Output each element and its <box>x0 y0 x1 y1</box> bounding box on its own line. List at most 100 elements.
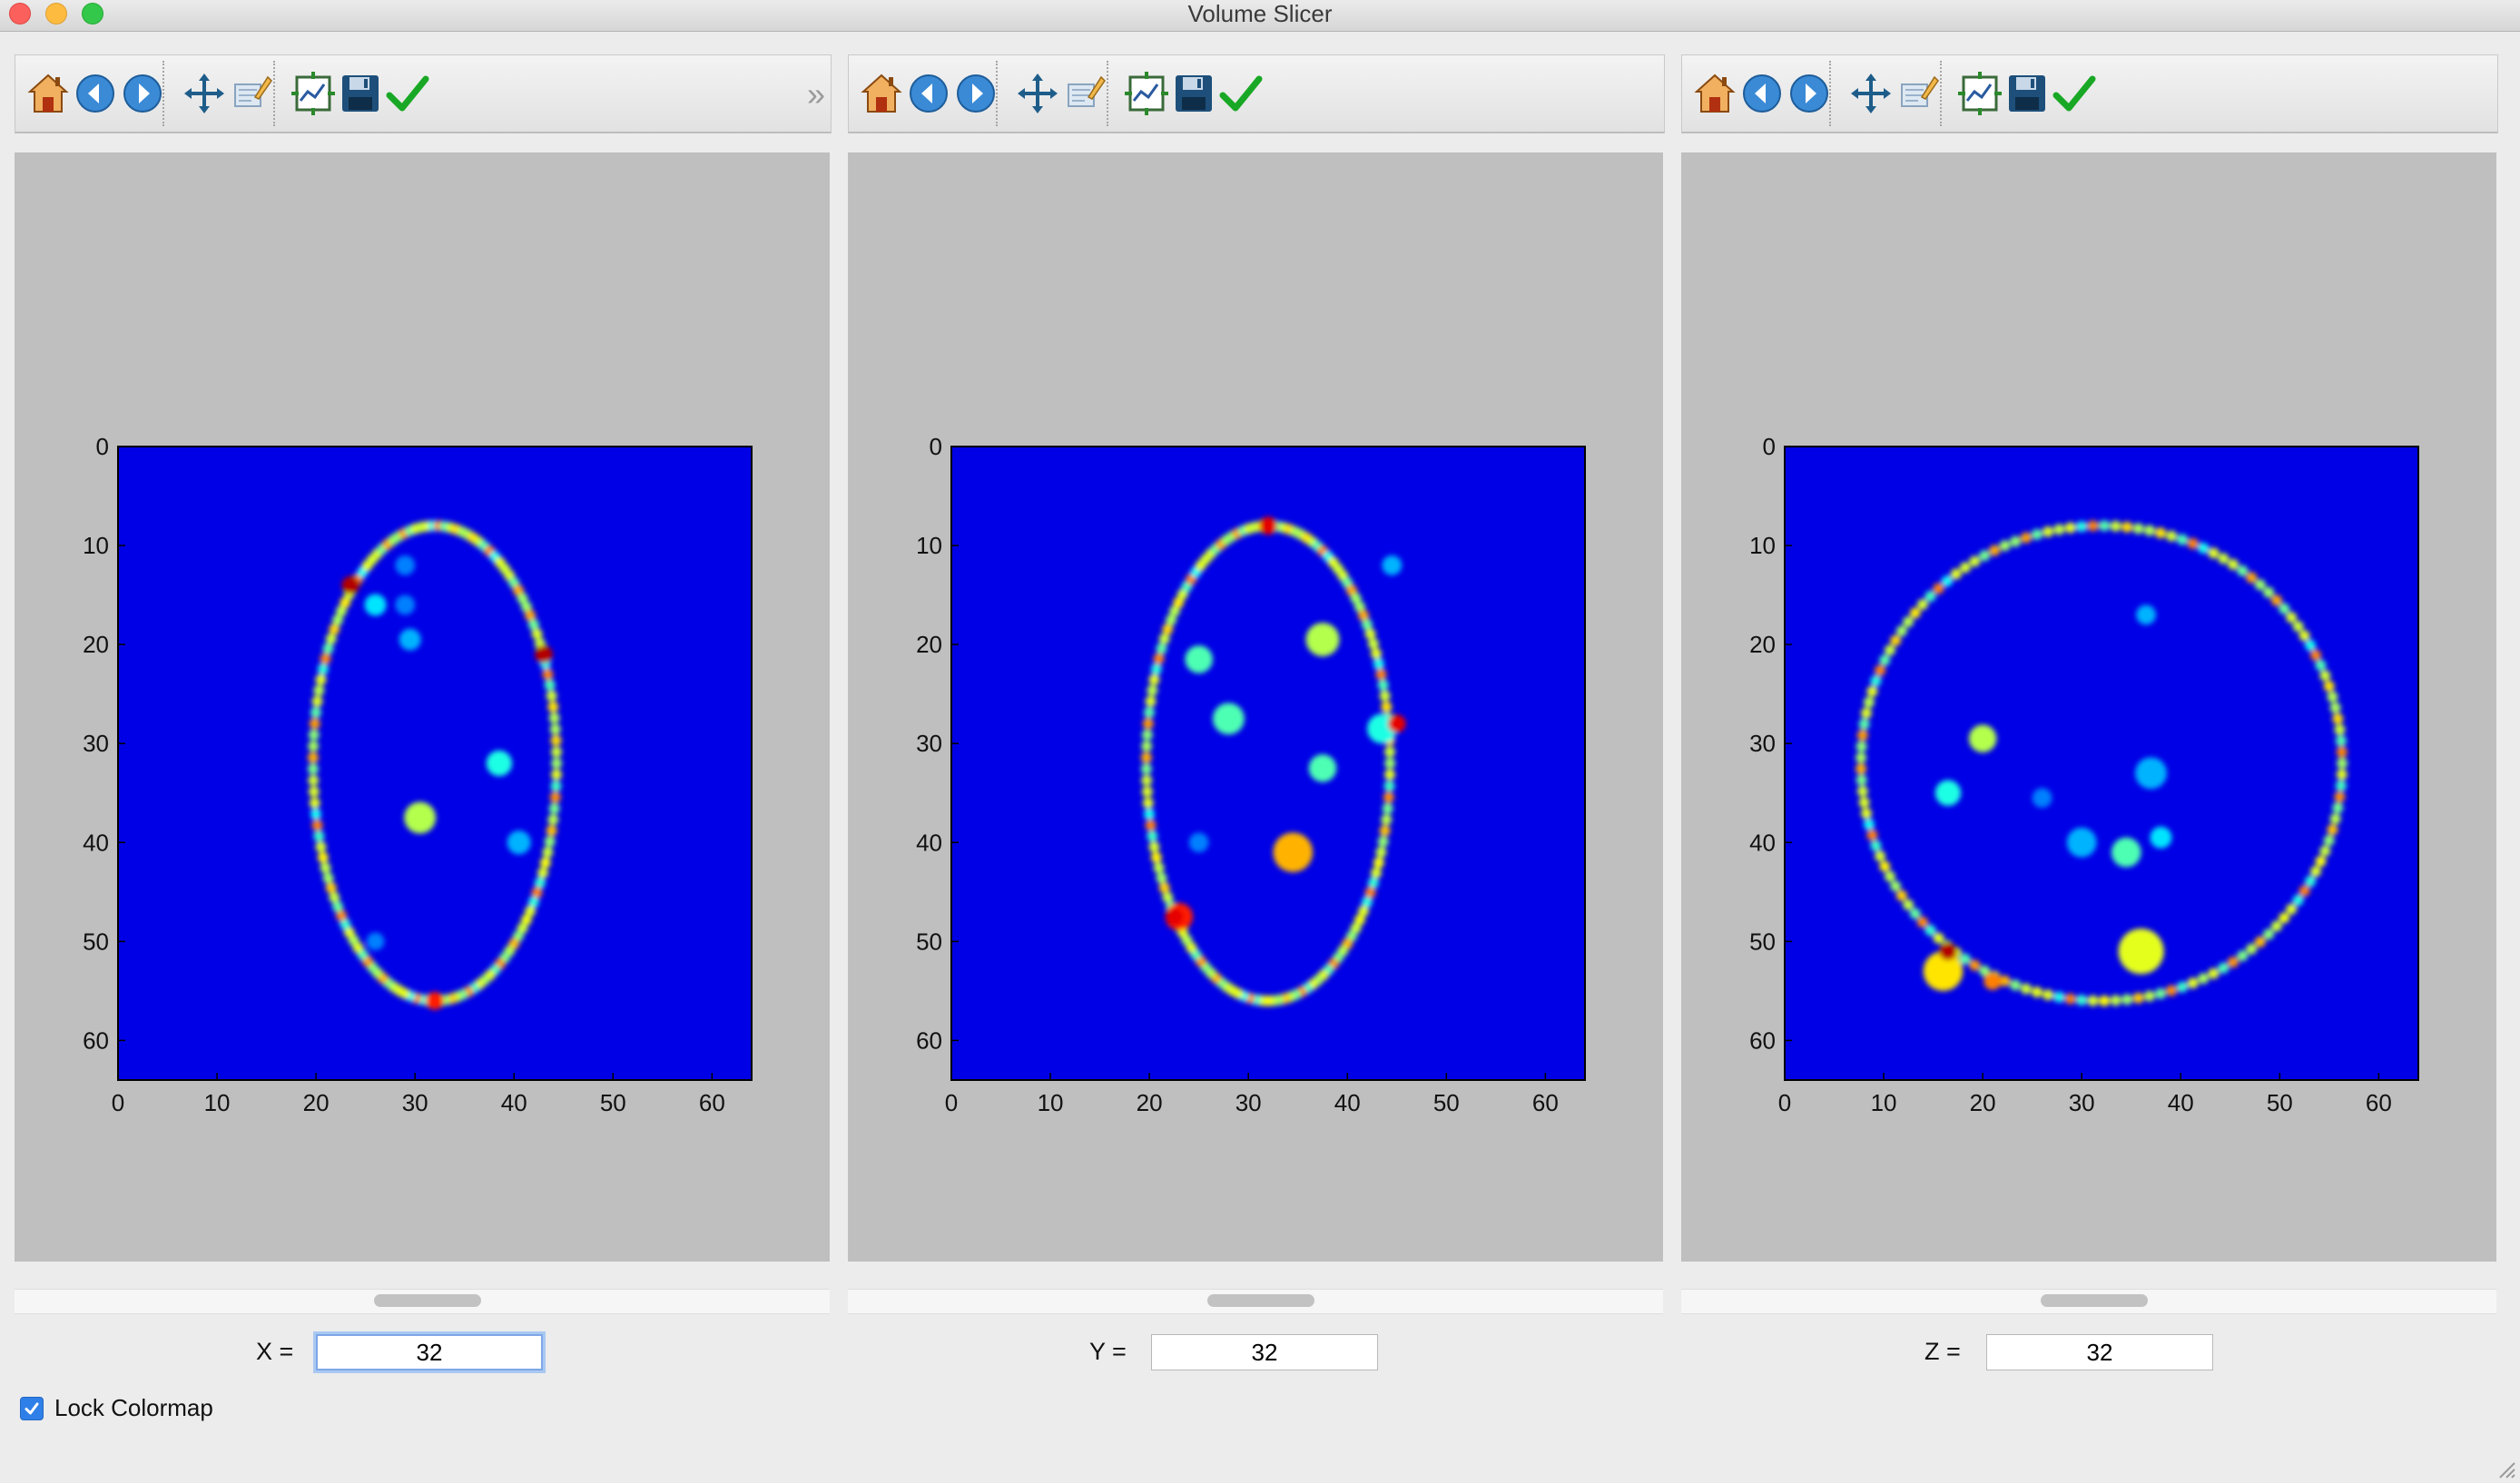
zoom-button[interactable] <box>1895 70 1942 117</box>
plot-frame <box>950 446 1586 1081</box>
ring-point <box>1350 922 1362 934</box>
forward-button[interactable] <box>119 70 166 117</box>
forward-button[interactable] <box>1786 70 1833 117</box>
zoom-button[interactable] <box>228 70 275 117</box>
ring-point <box>1381 701 1393 712</box>
minimize-window-button[interactable] <box>45 3 67 25</box>
lock-colormap-checkbox[interactable] <box>20 1396 44 1420</box>
ring-point <box>1142 797 1154 809</box>
x-tick-label: 50 <box>1433 1089 1460 1116</box>
ring-point <box>2087 520 2099 532</box>
slicer-panel-x: » 0 10 20 30 40 50 60 0 10 20 30 40 50 60 <box>15 54 832 1316</box>
ring-point <box>325 633 337 644</box>
ring-point <box>520 914 532 926</box>
home-button[interactable] <box>1691 70 1738 117</box>
pan-button[interactable] <box>1014 70 1061 117</box>
intensity-blob <box>1382 555 1403 575</box>
plot-canvas[interactable]: 0 10 20 30 40 50 60 0 10 20 30 40 50 60 <box>15 152 830 1262</box>
close-window-button[interactable] <box>9 3 31 25</box>
horizontal-scrollbar[interactable] <box>1681 1289 2496 1314</box>
y-coord-input[interactable] <box>1151 1334 1378 1370</box>
forward-button[interactable] <box>952 70 999 117</box>
save-button[interactable] <box>2003 70 2051 117</box>
ring-point <box>1856 730 1868 742</box>
subplots-button[interactable] <box>1123 70 1170 117</box>
ring-point <box>2334 791 2346 802</box>
intensity-blob <box>486 750 513 777</box>
y-tick-label: 50 <box>916 928 942 955</box>
plot-canvas[interactable]: 0 10 20 30 40 50 60 0 10 20 30 40 50 60 <box>1681 152 2496 1262</box>
scrollbar-thumb[interactable] <box>2041 1294 2148 1307</box>
ring-point <box>2218 962 2230 974</box>
lock-colormap-toggle[interactable]: Lock Colormap <box>20 1394 213 1422</box>
y-tick-label: 10 <box>83 532 109 559</box>
subplots-button[interactable] <box>1956 70 2003 117</box>
ring-point <box>313 684 325 696</box>
x-coord-label: X = <box>256 1338 294 1365</box>
ring-point <box>1999 975 2011 987</box>
intensity-blob <box>366 932 385 951</box>
ring-point <box>548 712 560 724</box>
intensity-blob <box>1188 832 1209 853</box>
y-tick-label: 30 <box>1749 730 1776 757</box>
ring-point <box>2332 802 2344 814</box>
plot-canvas[interactable]: 0 10 20 30 40 50 60 0 10 20 30 40 50 60 <box>848 152 1663 1262</box>
maximize-window-button[interactable] <box>82 3 103 25</box>
back-button[interactable] <box>72 70 119 117</box>
ring-point <box>2263 586 2275 598</box>
customize-button[interactable] <box>1217 70 1265 117</box>
intensity-blob <box>1923 951 1964 991</box>
home-button[interactable] <box>858 70 905 117</box>
pan-button[interactable] <box>1847 70 1895 117</box>
ring-point <box>542 846 554 858</box>
ring-point <box>1863 696 1875 708</box>
z-coord-input[interactable] <box>1986 1334 2213 1370</box>
x-tick-label: 40 <box>1334 1089 1361 1116</box>
ring-point <box>2099 995 2111 1007</box>
ring-point <box>548 802 560 814</box>
ring-point <box>322 872 334 884</box>
subplots-button[interactable] <box>290 70 337 117</box>
heatmap-background <box>1785 447 2418 1080</box>
customize-button[interactable] <box>2051 70 2098 117</box>
horizontal-scrollbar[interactable] <box>15 1289 830 1314</box>
x-coord-input[interactable] <box>316 1334 543 1370</box>
resize-grip-icon[interactable] <box>2495 1458 2516 1479</box>
back-button[interactable] <box>905 70 952 117</box>
x-tick-label: 20 <box>1137 1089 1163 1116</box>
ring-point <box>313 830 325 842</box>
home-button[interactable] <box>25 70 72 117</box>
zoom-rect-icon <box>234 75 272 107</box>
toolbar-overflow-button[interactable]: » <box>806 75 825 113</box>
ring-point <box>1895 889 1907 901</box>
scrollbar-thumb[interactable] <box>1207 1294 1314 1307</box>
ring-point <box>1367 877 1379 889</box>
ring-point <box>1890 634 1902 646</box>
ring-point <box>1879 654 1891 666</box>
ring-point <box>546 825 557 837</box>
ring-point <box>1933 932 1944 944</box>
ring-point <box>1860 808 1872 820</box>
save-button[interactable] <box>337 70 384 117</box>
ring-point <box>1384 758 1396 769</box>
x-tick-label: 60 <box>699 1089 725 1116</box>
save-button[interactable] <box>1170 70 1217 117</box>
ring-point <box>2246 572 2258 584</box>
ring-point <box>2166 985 2178 997</box>
toolbar-separator <box>996 61 998 126</box>
ring-point <box>1140 763 1152 775</box>
back-button[interactable] <box>1738 70 1786 117</box>
pan-button[interactable] <box>181 70 228 117</box>
customize-button[interactable] <box>384 70 431 117</box>
ring-point <box>2208 967 2220 979</box>
zoom-button[interactable] <box>1061 70 1108 117</box>
horizontal-scrollbar[interactable] <box>848 1289 1663 1314</box>
ring-point <box>1379 825 1391 837</box>
ring-point <box>1158 882 1170 894</box>
ring-point <box>1863 819 1875 830</box>
ring-point <box>2053 991 2065 1003</box>
intensity-blob <box>1308 754 1337 782</box>
scrollbar-thumb[interactable] <box>374 1294 481 1307</box>
ring-point <box>1141 729 1153 741</box>
slicer-panel-y: 0 10 20 30 40 50 60 0 10 20 30 40 50 60 <box>848 54 1665 1316</box>
